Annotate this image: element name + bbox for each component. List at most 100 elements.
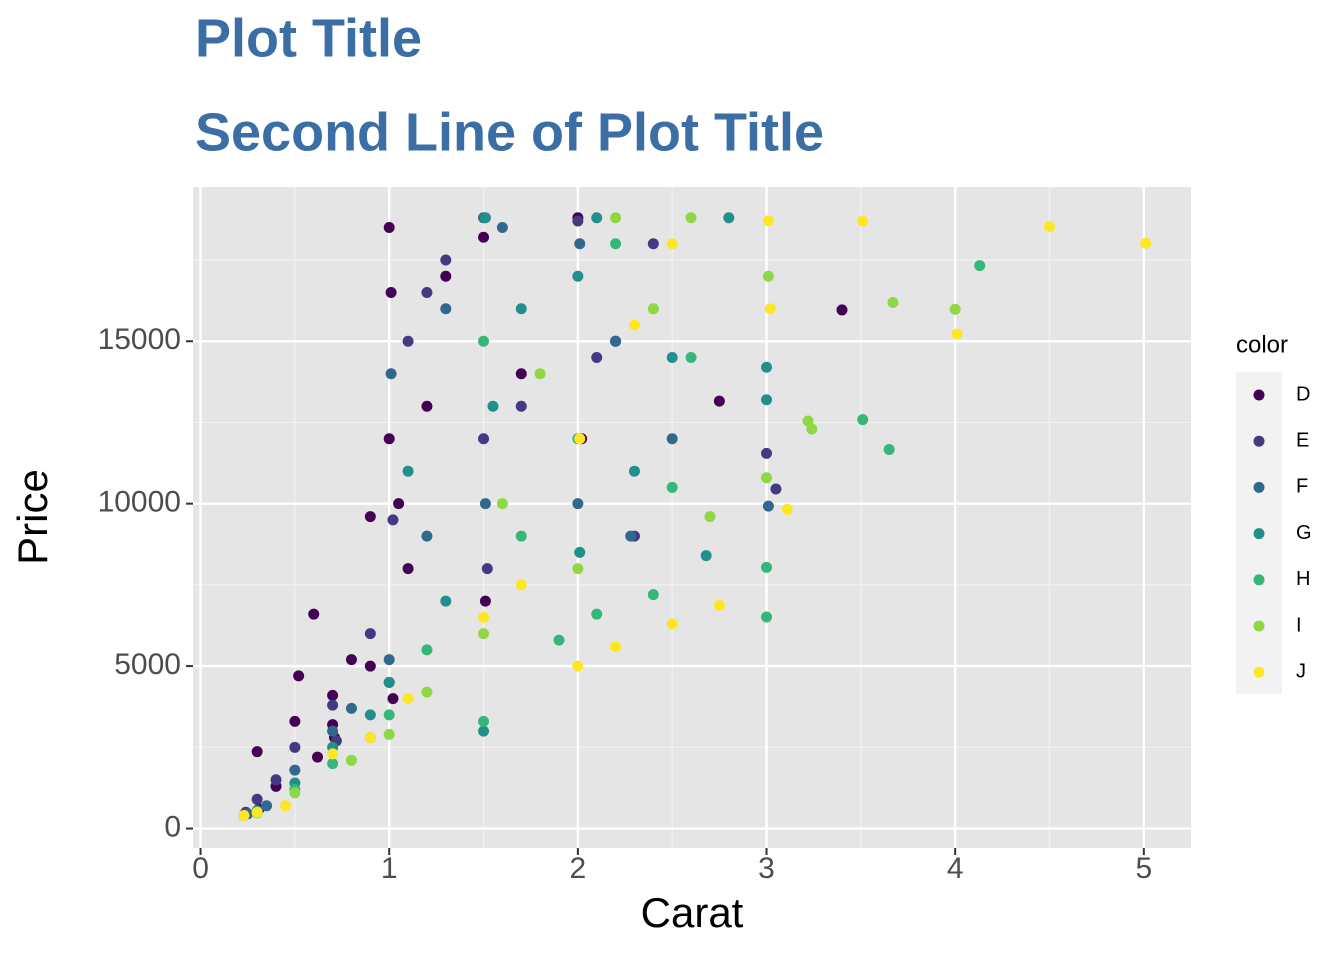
point [700,550,712,562]
point [666,238,678,250]
point [574,433,586,445]
point [515,303,527,315]
point [515,530,527,542]
point [723,212,735,224]
point [572,563,584,575]
point [327,689,339,701]
point [713,599,725,611]
point [515,579,527,591]
point [761,561,773,573]
point [440,303,452,315]
point [685,351,697,363]
point [383,433,395,445]
legend-label: G [1296,522,1312,544]
point [534,368,546,380]
point [385,368,397,380]
point [478,628,490,640]
x-tick-label: 5 [1135,852,1152,885]
point [666,433,678,445]
legend-key [1253,666,1265,678]
point [327,699,339,711]
point [308,608,320,620]
point [496,498,508,510]
point [440,595,452,607]
point [261,800,273,812]
x-tick-label: 0 [192,852,209,885]
point [279,800,291,812]
point [515,400,527,412]
y-tick-label: 10000 [98,486,181,519]
legend-key [1253,435,1265,447]
point [836,304,848,316]
point [479,498,491,510]
point [487,400,499,412]
point [478,231,490,243]
point [628,319,640,331]
point [553,634,565,646]
x-tick-label: 3 [758,852,775,885]
point [761,611,773,623]
point [383,728,395,740]
point [591,608,603,620]
point [857,414,869,426]
point [761,394,773,406]
point [345,654,357,666]
point [685,212,697,224]
point [383,222,395,234]
point [312,751,324,763]
point [383,676,395,688]
y-tick-label: 0 [164,810,181,843]
point [591,351,603,363]
point [761,472,773,484]
point [293,670,305,682]
y-axis-title: Price [9,469,56,565]
point [666,618,678,630]
point [761,361,773,373]
point [647,303,659,315]
point [402,465,414,477]
x-tick-label: 1 [381,852,398,885]
point [974,260,986,272]
point [704,511,716,523]
point [364,628,376,640]
point [383,709,395,721]
point [572,215,584,227]
point [402,563,414,575]
point [951,328,963,340]
point [625,530,637,542]
point [251,746,263,758]
point [610,641,622,653]
point [572,660,584,672]
point [402,335,414,347]
point [393,498,405,510]
point [327,748,339,760]
legend-title: color [1236,331,1288,358]
point [387,693,399,705]
point [610,238,622,250]
point [515,368,527,380]
point [574,546,586,558]
point [806,423,818,435]
point [440,254,452,266]
x-tick-label: 2 [570,852,587,885]
point [770,483,782,495]
y-tick-label: 5000 [114,648,181,681]
point [251,793,263,805]
point [479,212,491,224]
point [270,774,282,786]
point [421,287,433,299]
point [781,503,793,515]
point [762,500,774,512]
point [666,481,678,493]
point [385,287,397,299]
legend-label: I [1296,614,1302,636]
point [572,270,584,282]
point [481,563,493,575]
point [857,215,869,227]
point [496,222,508,234]
point [478,725,490,737]
point [1044,221,1056,233]
point [478,433,490,445]
legend-key [1253,574,1265,586]
